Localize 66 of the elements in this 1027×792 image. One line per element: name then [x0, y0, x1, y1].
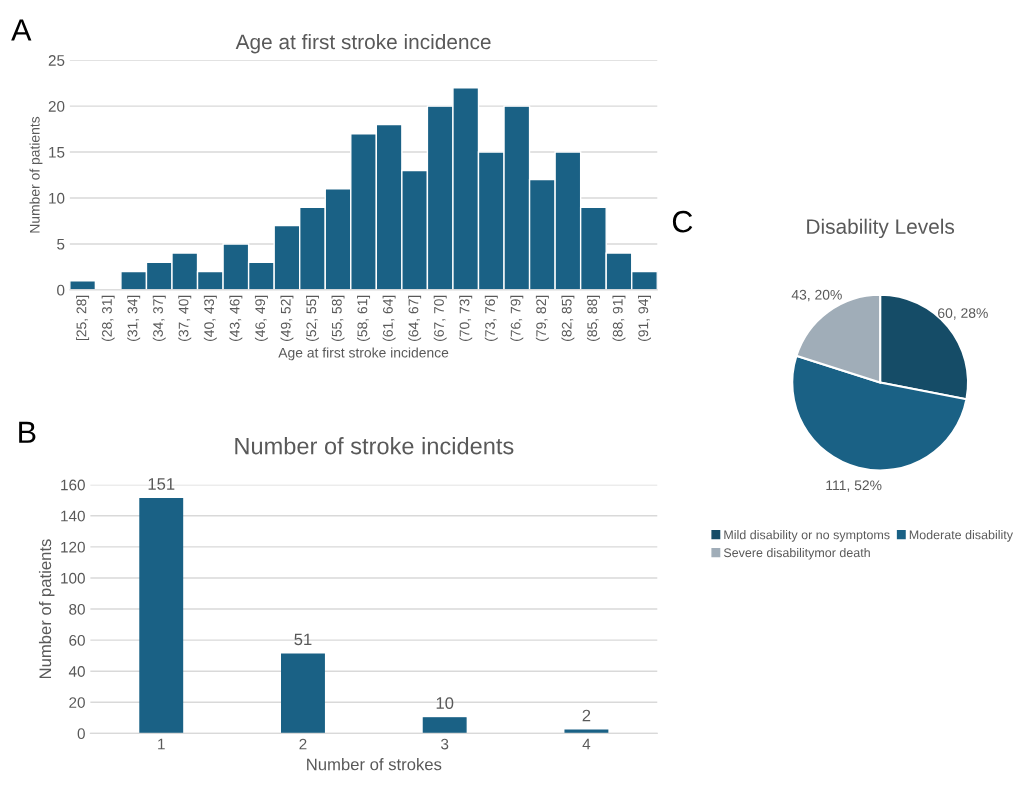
y-tick-label: 25 — [48, 55, 65, 66]
y-tick-label: 0 — [57, 284, 65, 296]
data-label: 2 — [582, 709, 591, 722]
x-tick-label: (91, 94] — [638, 295, 651, 341]
x-tick-label: (31, 34] — [127, 295, 141, 341]
x-tick-label: (58, 61] — [357, 295, 371, 341]
x-tick-label: (85, 88] — [586, 295, 600, 341]
bar — [69, 279, 97, 290]
legend-label: Moderate disability — [909, 530, 1013, 542]
y-tick-label: 140 — [61, 510, 85, 522]
data-label: 43, 20% — [791, 289, 842, 302]
y-tick-label: 80 — [69, 603, 85, 615]
text: A — [11, 19, 32, 41]
data-label: 111, 52% — [826, 480, 882, 492]
x-tick-label: 2 — [299, 738, 307, 750]
data-label: 10 — [436, 697, 454, 709]
x-tick-label: (73, 76] — [484, 295, 498, 341]
bar — [139, 497, 184, 734]
y-tick-label: 120 — [61, 541, 85, 553]
y-tick-label: 10 — [49, 192, 65, 204]
y-tick-label: 15 — [49, 147, 65, 158]
x-tick-label: (70, 73] — [459, 295, 473, 341]
x-tick-label: 4 — [582, 738, 591, 750]
x-tick-label: (37, 40] — [178, 295, 192, 341]
x-tick-label: (46, 49] — [254, 295, 268, 341]
y-axis-title: Number of patients — [38, 539, 55, 679]
x-axis-title: Number of strokes — [307, 758, 442, 771]
x-tick-label: (88, 91] — [612, 295, 626, 341]
x-tick-label: (61, 64] — [382, 295, 396, 341]
x-tick-label: 1 — [158, 738, 165, 750]
x-tick-label: (76, 79] — [510, 295, 524, 341]
data-label: 60, 28% — [938, 308, 988, 320]
y-axis-title: Number of patients — [29, 116, 43, 233]
x-tick-label: (28, 31] — [101, 295, 115, 341]
y-tick-label: 5 — [57, 238, 65, 250]
text: C — [672, 210, 693, 233]
x-tick-label: (55, 58] — [331, 295, 345, 341]
x-tick-label: [25, 28] — [76, 295, 90, 341]
data-label: 151 — [148, 478, 175, 490]
x-tick-label: (34, 37] — [152, 295, 166, 341]
x-tick-label: (52, 55] — [306, 295, 319, 341]
chart-title: Number of stroke incidents — [235, 437, 514, 455]
chart-title: Age at first stroke incidence — [235, 33, 491, 54]
y-tick-label: 160 — [61, 479, 85, 491]
data-label: 51 — [294, 633, 312, 646]
y-tick-label: 20 — [48, 101, 65, 112]
bar — [422, 717, 467, 734]
x-axis-title: Age at first stroke incidence — [278, 347, 449, 361]
y-tick-label: 40 — [68, 666, 85, 677]
x-tick-label: (67, 70] — [433, 295, 447, 341]
legend-label: Mild disability or no symptoms — [724, 530, 890, 542]
chart-title: Disability Levels — [807, 218, 955, 239]
legend-label: Severe disabilitymor death — [723, 547, 870, 560]
bar — [281, 653, 325, 734]
y-tick-label: 0 — [77, 728, 85, 740]
x-tick-label: (43, 46] — [229, 295, 243, 341]
x-tick-label: (49, 52] — [280, 295, 294, 341]
x-tick-label: (82, 85] — [561, 295, 575, 341]
y-tick-label: 100 — [61, 572, 85, 584]
text: B — [19, 421, 36, 443]
x-tick-label: (64, 67] — [408, 295, 422, 341]
x-tick-label: 3 — [441, 738, 449, 750]
x-tick-label: (40, 43] — [203, 295, 217, 341]
x-tick-label: (79, 82] — [535, 295, 549, 341]
y-tick-label: 20 — [69, 697, 85, 708]
y-tick-label: 60 — [69, 635, 85, 646]
